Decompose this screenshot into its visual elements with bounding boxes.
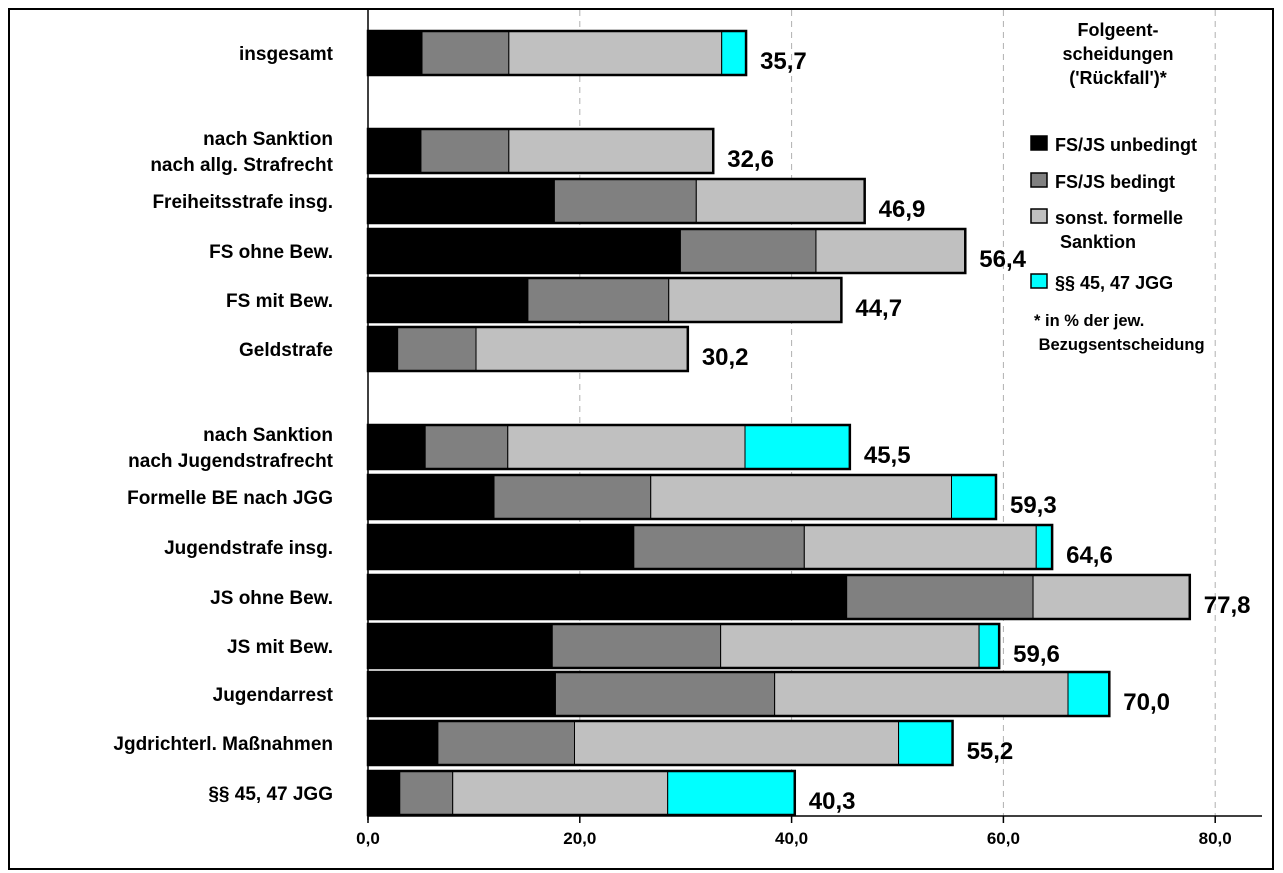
bar-segment-1-0 (367, 128, 422, 174)
bar-segment-12-0 (367, 720, 439, 766)
value-label-11: 70,0 (1123, 689, 1170, 716)
bar-segment-8-3 (1035, 524, 1053, 570)
value-label-6: 45,5 (864, 442, 911, 469)
bar-segment-10-1 (551, 623, 722, 669)
x-axis: 0,0 20,0 40,0 60,0 80,0 (356, 10, 1262, 848)
category-label-11: Jugendarrest (213, 685, 334, 706)
category-label-5: Geldstrafe (239, 340, 333, 361)
legend: Folgeent-scheidungen ('Rückfall')* FS/JS u… (1030, 20, 1205, 354)
bar-segment-7-2 (650, 474, 953, 520)
bar-segment-12-2 (574, 720, 900, 766)
value-label-12: 55,2 (967, 738, 1014, 765)
bar-segment-2-0 (367, 178, 555, 224)
value-label-13: 40,3 (809, 788, 856, 815)
bar-segment-0-3 (721, 30, 747, 76)
bar-segment-6-1 (424, 424, 509, 470)
value-label-7: 59,3 (1010, 492, 1057, 519)
legend-swatch-1 (1030, 172, 1048, 188)
bar-segment-10-2 (720, 623, 980, 669)
bar-segment-11-0 (367, 671, 556, 717)
bar-segment-7-0 (367, 474, 495, 520)
bar-segment-5-0 (367, 326, 399, 372)
value-label-0: 35,7 (760, 48, 807, 75)
bar-segment-6-3 (744, 424, 851, 470)
bar-segment-4-1 (527, 277, 670, 323)
legend-note: * in % der jew. Bezugsentscheidung (1034, 312, 1205, 354)
bar-segment-12-3 (898, 720, 954, 766)
legend-swatch-0 (1030, 135, 1048, 151)
bar-segment-5-1 (397, 326, 477, 372)
category-label-9: JS ohne Bew. (210, 588, 333, 609)
x-tick-label-4: 80,0 (1199, 829, 1232, 848)
value-label-10: 59,6 (1013, 641, 1060, 668)
bar-segment-0-0 (367, 30, 423, 76)
x-tick-label-0: 0,0 (356, 829, 380, 848)
bar-segment-12-1 (437, 720, 576, 766)
bar-segment-11-2 (774, 671, 1069, 717)
bar-segment-11-1 (554, 671, 776, 717)
category-label-7: Formelle BE nach JGG (127, 488, 333, 509)
bars-group: insgesamt 35,7 nach Sanktion nach allg. Str… (113, 29, 1251, 817)
bar-segment-6-0 (367, 424, 426, 470)
value-label-5: 30,2 (702, 344, 749, 371)
value-label-4: 44,7 (855, 295, 902, 322)
bar-segment-3-0 (367, 228, 681, 274)
bar-segment-6-2 (507, 424, 746, 470)
legend-label-2: sonst. formelle Sanktion (1055, 208, 1183, 252)
x-tick-label-2: 40,0 (775, 829, 808, 848)
bar-segment-7-1 (493, 474, 652, 520)
bar-segment-8-1 (633, 524, 805, 570)
category-label-3: FS ohne Bew. (209, 242, 333, 263)
bar-segment-13-3 (667, 770, 796, 816)
bar-segment-1-2 (508, 128, 714, 174)
category-label-8: Jugendstrafe insg. (164, 538, 333, 559)
bar-segment-1-1 (420, 128, 510, 174)
category-label-1: nach Sanktion nach allg. Strafrecht (150, 129, 333, 176)
legend-swatch-3 (1030, 273, 1048, 289)
value-label-3: 56,4 (979, 246, 1026, 273)
bar-segment-3-1 (679, 228, 817, 274)
bar-segment-0-2 (508, 30, 723, 76)
category-label-13: §§ 45, 47 JGG (208, 784, 333, 805)
bar-segment-8-0 (367, 524, 635, 570)
bar-segment-13-0 (367, 770, 401, 816)
legend-label-1: FS/JS bedingt (1055, 172, 1175, 192)
category-label-6: nach Sanktion nach Jugendstrafrecht (128, 425, 333, 472)
bar-segment-10-3 (978, 623, 1000, 669)
legend-label-0: FS/JS unbedingt (1055, 135, 1197, 155)
category-label-12: Jgdrichterl. Maßnahmen (113, 734, 333, 755)
bar-segment-13-1 (399, 770, 454, 816)
bar-segment-4-2 (668, 277, 842, 323)
bar-segment-2-2 (695, 178, 866, 224)
value-label-1: 32,6 (727, 146, 774, 173)
category-label-2: Freiheitsstrafe insg. (152, 192, 333, 213)
category-label-10: JS mit Bew. (227, 637, 333, 658)
x-tick-label-3: 60,0 (987, 829, 1020, 848)
legend-label-3: §§ 45, 47 JGG (1055, 273, 1173, 293)
bar-segment-7-3 (951, 474, 997, 520)
value-label-2: 46,9 (879, 196, 926, 223)
category-label-0: insgesamt (239, 44, 334, 65)
value-label-8: 64,6 (1066, 542, 1113, 569)
bar-segment-9-1 (846, 574, 1034, 620)
legend-swatch-2 (1030, 208, 1048, 224)
bar-segment-2-1 (553, 178, 697, 224)
bar-segment-9-2 (1032, 574, 1191, 620)
bar-segment-5-2 (475, 326, 689, 372)
bar-segment-4-0 (367, 277, 529, 323)
legend-title: Folgeent-scheidungen ('Rückfall')* (1062, 20, 1173, 88)
value-label-9: 77,8 (1204, 592, 1251, 619)
bar-segment-8-2 (803, 524, 1037, 570)
bar-segment-0-1 (421, 30, 510, 76)
bar-segment-3-2 (815, 228, 966, 274)
bar-segment-13-2 (452, 770, 669, 816)
bar-segment-11-3 (1067, 671, 1110, 717)
bar-segment-9-0 (367, 574, 848, 620)
bar-segment-10-0 (367, 623, 553, 669)
x-tick-label-1: 20,0 (563, 829, 596, 848)
category-label-4: FS mit Bew. (226, 291, 333, 312)
